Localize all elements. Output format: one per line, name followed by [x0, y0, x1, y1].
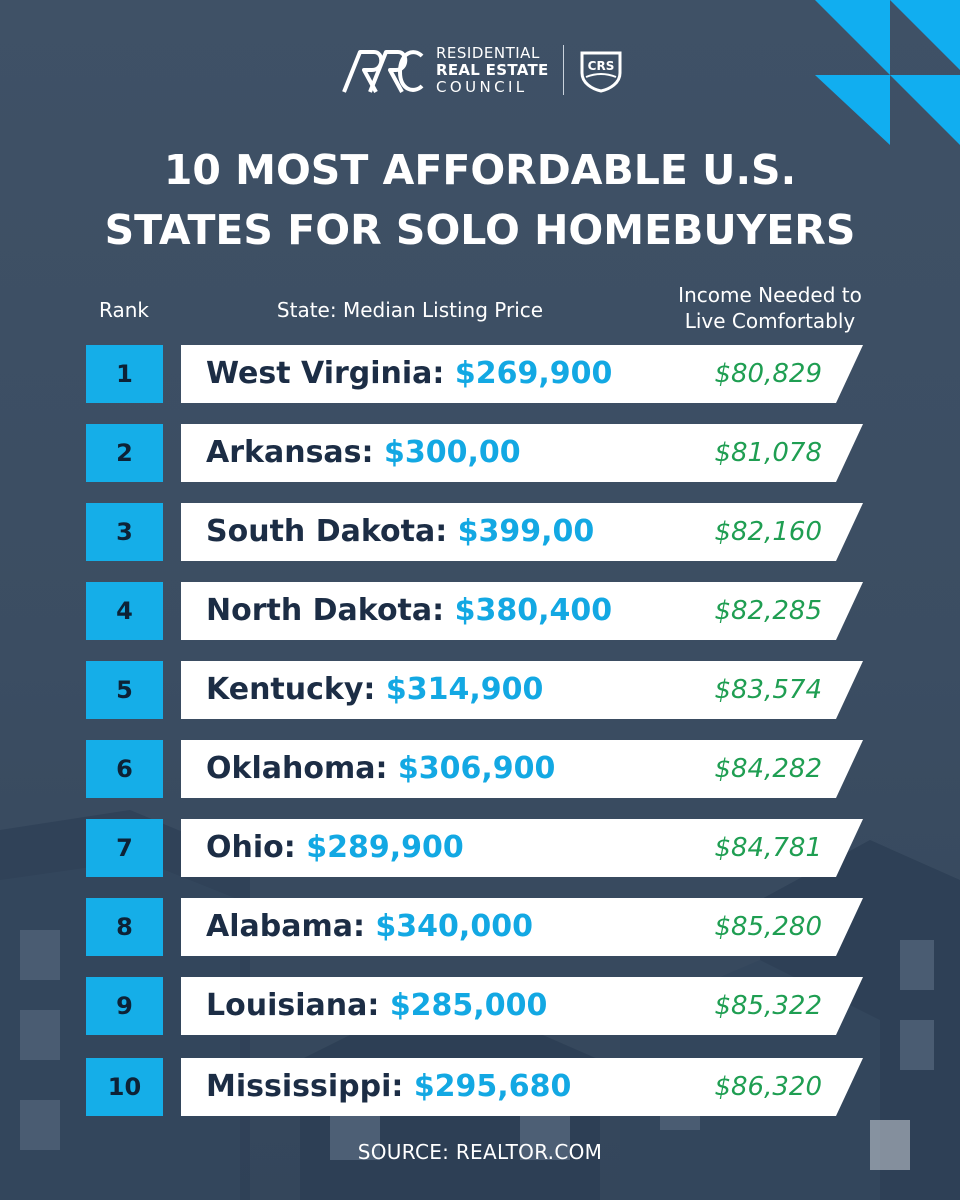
income-needed: $80,829	[714, 359, 822, 389]
row-bar	[181, 345, 863, 403]
state-label: Mississippi: $295,680	[206, 1058, 571, 1116]
row-bar	[181, 740, 863, 798]
rank-badge: 8	[86, 898, 163, 956]
income-needed: $81,078	[714, 438, 822, 468]
state-name: Oklahoma:	[206, 751, 388, 786]
rrc-monogram-icon	[342, 50, 424, 93]
state-label: Arkansas: $300,00	[206, 424, 521, 482]
income-header-line-1: Income Needed to	[678, 283, 862, 307]
list-item: 5 Kentucky: $314,900 $83,574	[0, 661, 960, 719]
rank-badge: 10	[86, 1058, 163, 1116]
list-item: 8 Alabama: $340,000 $85,280	[0, 898, 960, 956]
income-needed: $83,574	[714, 675, 822, 705]
state-label: West Virginia: $269,900	[206, 345, 612, 403]
state-name: Ohio:	[206, 830, 296, 865]
row-bar	[181, 898, 863, 956]
crs-shield-icon: CRS	[580, 51, 622, 93]
income-needed: $86,320	[714, 1072, 822, 1102]
state-name: Kentucky:	[206, 672, 376, 707]
list-item: 4 North Dakota: $380,400 $82,285	[0, 582, 960, 640]
brand-line-3: COUNCIL	[436, 77, 528, 96]
row-bar	[181, 661, 863, 719]
title-line-1: 10 MOST AFFORDABLE U.S.	[163, 146, 797, 194]
column-header-state: State: Median Listing Price	[276, 298, 544, 322]
state-name: North Dakota:	[206, 593, 445, 628]
crs-badge-text: CRS	[587, 59, 614, 73]
list-item: 9 Louisiana: $285,000 $85,322	[0, 977, 960, 1035]
median-price: $314,900	[385, 672, 544, 707]
income-needed: $85,280	[714, 912, 822, 942]
state-label: South Dakota: $399,00	[206, 503, 594, 561]
state-label: Louisiana: $285,000	[206, 977, 547, 1035]
row-bar	[181, 424, 863, 482]
column-header-rank: Rank	[99, 298, 149, 322]
state-name: Arkansas:	[206, 435, 374, 470]
row-bar	[181, 582, 863, 640]
median-price: $306,900	[397, 751, 556, 786]
state-name: West Virginia:	[206, 356, 445, 391]
state-label: Ohio: $289,900	[206, 819, 464, 877]
median-price: $269,900	[454, 356, 613, 391]
row-bar	[181, 977, 863, 1035]
rrc-wordmark: RESIDENTIAL REAL ESTATE COUNCIL	[436, 43, 549, 96]
row-bar	[181, 1058, 863, 1116]
state-label: Kentucky: $314,900	[206, 661, 543, 719]
income-needed: $85,322	[714, 991, 822, 1021]
list-item: 1 West Virginia: $269,900 $80,829	[0, 345, 960, 403]
median-price: $399,00	[457, 514, 595, 549]
list-item: 3 South Dakota: $399,00 $82,160	[0, 503, 960, 561]
rank-badge: 9	[86, 977, 163, 1035]
rank-badge: 2	[86, 424, 163, 482]
median-price: $300,00	[383, 435, 521, 470]
row-bar	[181, 819, 863, 877]
rank-badge: 6	[86, 740, 163, 798]
list-item: 7 Ohio: $289,900 $84,781	[0, 819, 960, 877]
median-price: $380,400	[454, 593, 613, 628]
list-item: 2 Arkansas: $300,00 $81,078	[0, 424, 960, 482]
title-line-2: STATES FOR SOLO HOMEBUYERS	[104, 206, 856, 254]
column-header-income: Income Needed to Live Comfortably	[650, 282, 890, 334]
state-label: Oklahoma: $306,900	[206, 740, 555, 798]
rank-badge: 7	[86, 819, 163, 877]
state-label: Alabama: $340,000	[206, 898, 533, 956]
source-credit: SOURCE: REALTOR.COM	[357, 1140, 603, 1164]
median-price: $285,000	[389, 988, 548, 1023]
state-name: Louisiana:	[206, 988, 380, 1023]
median-price: $340,000	[375, 909, 533, 944]
median-price: $295,680	[413, 1069, 572, 1104]
page-title: 10 MOST AFFORDABLE U.S. STATES FOR SOLO …	[40, 140, 920, 260]
income-needed: $82,160	[714, 517, 822, 547]
rank-badge: 4	[86, 582, 163, 640]
list-item: 10 Mississippi: $295,680 $86,320	[0, 1058, 960, 1116]
rrc-logo: RESIDENTIAL REAL ESTATE COUNCIL CRS	[340, 44, 624, 96]
rank-badge: 1	[86, 345, 163, 403]
brand-line-1: RESIDENTIAL	[436, 43, 540, 62]
state-name: South Dakota:	[206, 514, 448, 549]
state-label: North Dakota: $380,400	[206, 582, 612, 640]
median-price: $289,900	[306, 830, 464, 865]
income-needed: $84,282	[714, 754, 822, 784]
income-header-line-2: Live Comfortably	[684, 309, 856, 333]
list-item: 6 Oklahoma: $306,900 $84,282	[0, 740, 960, 798]
logo-divider	[562, 45, 564, 95]
brand-line-2: REAL ESTATE	[436, 60, 549, 79]
row-bar	[181, 503, 863, 561]
state-name: Alabama:	[206, 909, 365, 944]
income-needed: $84,781	[714, 833, 822, 863]
rank-badge: 3	[86, 503, 163, 561]
rank-badge: 5	[86, 661, 163, 719]
income-needed: $82,285	[714, 596, 822, 626]
state-name: Mississippi:	[206, 1069, 404, 1104]
